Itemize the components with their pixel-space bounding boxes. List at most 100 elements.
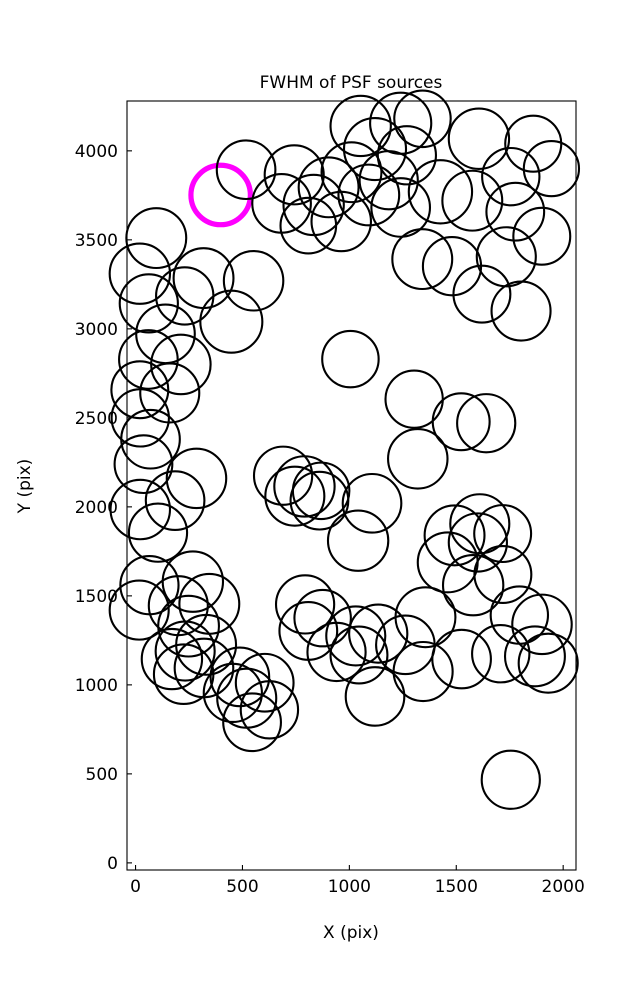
- source-circle: [490, 280, 552, 342]
- source-circle: [108, 579, 170, 641]
- source-circle: [423, 504, 486, 567]
- source-circle: [152, 643, 215, 705]
- source-circle: [485, 181, 546, 242]
- source-circle: [471, 624, 531, 684]
- source-circle: [517, 632, 579, 694]
- source-circle: [456, 393, 517, 454]
- source-circle: [293, 588, 352, 648]
- source-circle: [234, 652, 295, 713]
- y-tick-label: 1000: [75, 676, 118, 696]
- source-circle: [274, 574, 336, 635]
- source-circle: [273, 455, 336, 518]
- x-tick-label: 2000: [542, 877, 585, 897]
- source-circle: [473, 504, 533, 564]
- page-title: FWHM of PSF sources: [260, 73, 443, 93]
- x-tick-label: 1500: [435, 877, 478, 897]
- source-circle: [222, 250, 285, 312]
- source-circle: [110, 360, 170, 420]
- source-circle: [252, 445, 314, 506]
- source-circle: [407, 159, 474, 225]
- source-circle: [110, 388, 170, 448]
- source-circle: [391, 228, 454, 291]
- source-circle: [387, 428, 449, 490]
- source-circle: [118, 273, 179, 334]
- source-circle: [511, 593, 573, 656]
- source-circle: [358, 150, 419, 211]
- source-circle: [118, 329, 179, 390]
- source-circle: [320, 141, 383, 204]
- source-circle: [140, 627, 204, 691]
- source-circle: [348, 603, 409, 664]
- x-tick-label: 0: [130, 877, 141, 897]
- source-circle: [480, 749, 541, 810]
- source-circle: [139, 362, 201, 424]
- y-tick-label: 3000: [75, 320, 118, 340]
- source-circle: [222, 692, 282, 753]
- x-tick-label: 500: [226, 877, 258, 897]
- source-circle: [289, 470, 350, 531]
- y-tick-label: 2500: [75, 409, 118, 429]
- source-circle: [341, 472, 403, 534]
- source-circle: [370, 177, 432, 238]
- source-circle: [376, 125, 438, 186]
- source-circle: [512, 206, 572, 266]
- source-circle: [342, 117, 408, 182]
- source-circle: [157, 594, 220, 658]
- source-circle: [503, 625, 566, 688]
- source-circle: [452, 264, 512, 324]
- source-circle: [263, 144, 325, 206]
- source-circle: [393, 89, 452, 149]
- source-circle: [127, 502, 189, 563]
- source-circle: [392, 640, 454, 703]
- source-circle: [202, 662, 263, 724]
- source-circle: [325, 605, 387, 667]
- source-circle: [447, 107, 511, 170]
- axis-ticks: 0 500 1000 1500 2000 0 500 1000 1500 2000 2500 3000…: [75, 142, 585, 897]
- highlighted-source-circle: [188, 162, 253, 228]
- y-tick-label: 0: [107, 854, 118, 874]
- y-tick-label: 1500: [75, 587, 118, 607]
- y-tick-label: 500: [86, 765, 118, 785]
- source-circle: [447, 512, 508, 573]
- source-circle: [279, 196, 338, 255]
- source-circle: [209, 646, 271, 708]
- source-circle: [329, 625, 389, 685]
- source-circle: [120, 408, 181, 470]
- source-circle: [154, 620, 216, 682]
- y-tick-label: 2000: [75, 498, 118, 518]
- source-circle: [431, 628, 492, 690]
- source-circle: [113, 434, 174, 495]
- x-axis-label: X (pix): [323, 923, 379, 943]
- source-circle: [441, 169, 504, 232]
- x-tick-label: 1000: [328, 877, 371, 897]
- source-circle: [165, 447, 228, 510]
- source-circle: [310, 190, 373, 253]
- source-circle: [144, 470, 206, 531]
- source-circle: [522, 140, 581, 198]
- source-circle: [125, 207, 188, 270]
- source-circle: [297, 156, 360, 219]
- source-circle: [199, 289, 264, 354]
- source-circle: [321, 329, 380, 389]
- y-tick-label: 4000: [75, 142, 118, 162]
- source-circle: [329, 94, 392, 158]
- source-circle: [109, 478, 172, 541]
- source-circle-layer: [108, 89, 581, 810]
- source-circle: [239, 680, 300, 740]
- y-tick-label: 3500: [75, 231, 118, 251]
- source-circle: [337, 163, 401, 227]
- source-circle: [215, 139, 277, 201]
- source-circle: [344, 666, 406, 727]
- y-axis-label: Y (pix): [15, 459, 35, 515]
- source-circle: [108, 242, 172, 305]
- axes-spines: [126, 100, 577, 871]
- source-circle: [264, 465, 326, 527]
- source-circle: [473, 545, 533, 604]
- source-circle: [431, 392, 491, 452]
- axes-background: [127, 101, 576, 870]
- source-circle: [481, 146, 541, 207]
- source-circle: [326, 509, 390, 572]
- source-circle: [306, 621, 367, 683]
